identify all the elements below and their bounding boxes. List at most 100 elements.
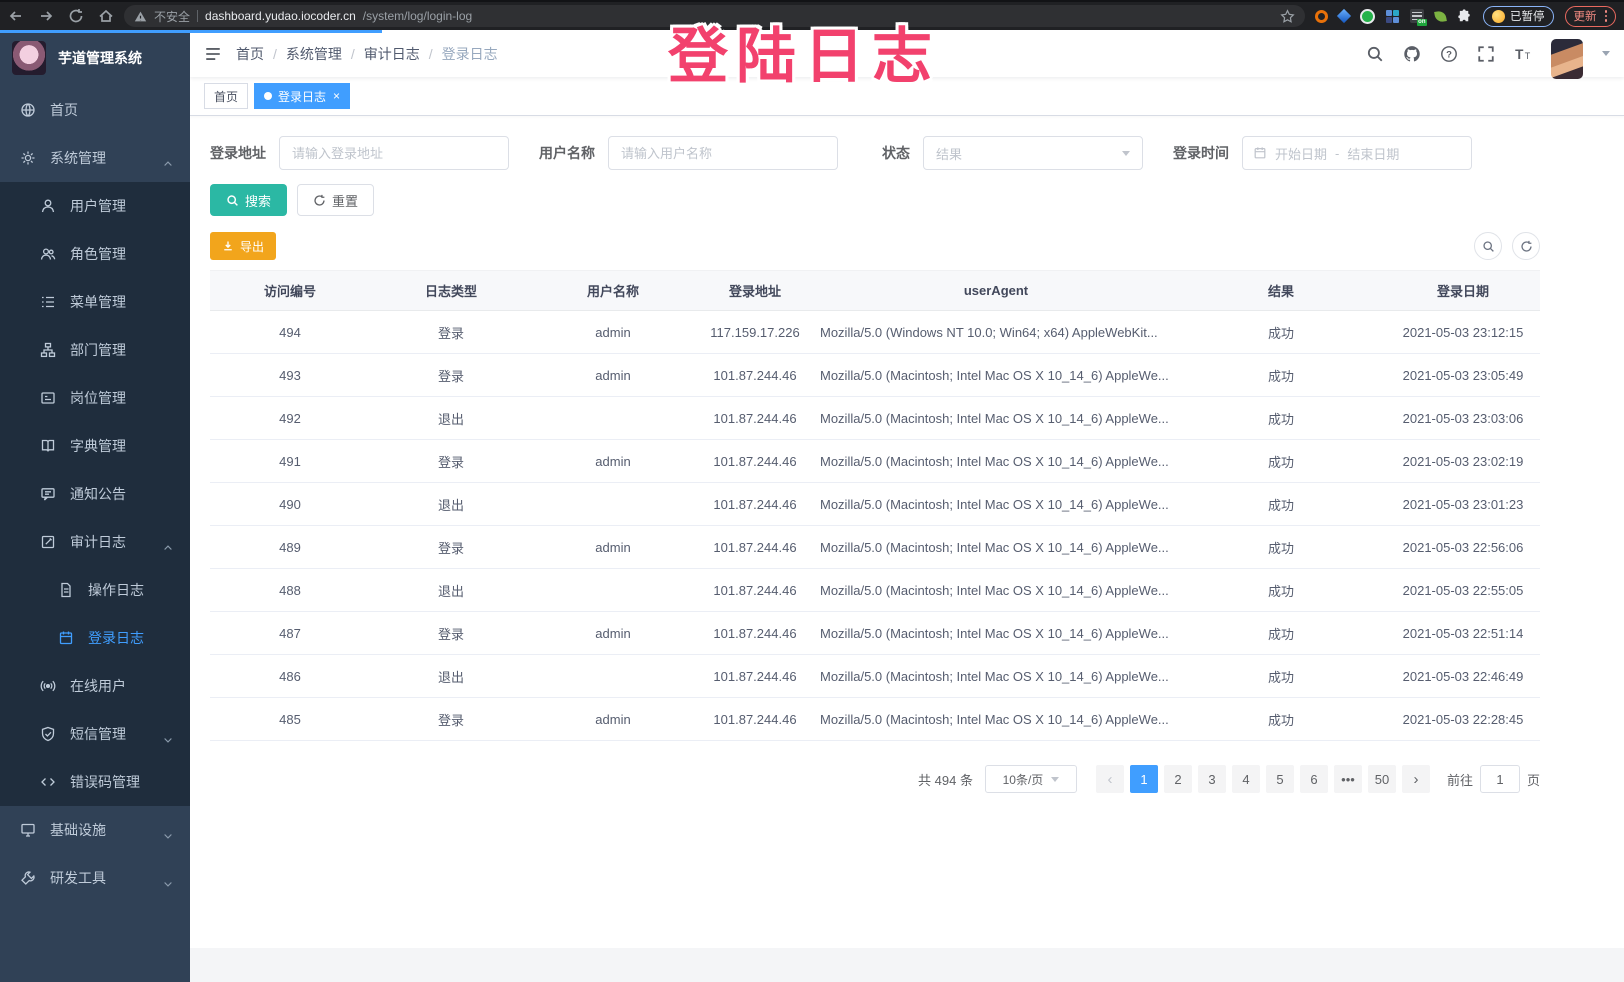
cell-type: 登录 <box>370 439 532 483</box>
page-button-3[interactable]: 3 <box>1197 765 1226 793</box>
sidebar-item-1[interactable]: 系统管理 <box>0 134 190 182</box>
extension-diamond-icon[interactable] <box>1336 8 1352 24</box>
sidebar-item-label: 岗位管理 <box>70 390 126 406</box>
github-icon[interactable] <box>1403 45 1421 63</box>
sidebar-item-11[interactable]: 登录日志 <box>0 614 190 662</box>
table-row[interactable]: 485 登录 admin 101.87.244.46 Mozilla/5.0 (Maci… <box>210 697 1540 741</box>
extension-leaf-icon[interactable] <box>1434 9 1447 23</box>
table-row[interactable]: 490 退出 101.87.244.46 Mozilla/5.0 (Macintosh… <box>210 482 1540 526</box>
cell-date: 2021-05-03 23:03:06 <box>1386 396 1540 440</box>
page-button-1[interactable]: 1 <box>1129 765 1158 793</box>
search-icon[interactable] <box>1366 45 1384 63</box>
username-input[interactable] <box>608 136 838 170</box>
back-icon[interactable] <box>8 8 24 24</box>
search-button[interactable]: 搜索 <box>210 184 288 216</box>
table-row[interactable]: 494 登录 admin 117.159.17.226 Mozilla/5.0 (Win… <box>210 310 1540 354</box>
sidebar-item-10[interactable]: 操作日志 <box>0 566 190 614</box>
table-row[interactable]: 491 登录 admin 101.87.244.46 Mozilla/5.0 (Maci… <box>210 439 1540 483</box>
sidebar-item-8[interactable]: 通知公告 <box>0 470 190 518</box>
page-button-•••[interactable]: ••• <box>1333 765 1362 793</box>
address-bar[interactable]: 不安全 dashboard.yudao.iocoder.cn/system/lo… <box>124 5 1305 27</box>
breadcrumb-item-2[interactable]: 审计日志 <box>363 45 420 62</box>
table-row[interactable]: 486 退出 101.87.244.46 Mozilla/5.0 (Macintosh… <box>210 654 1540 698</box>
sidebar-item-4[interactable]: 菜单管理 <box>0 278 190 326</box>
forward-icon[interactable] <box>38 8 54 24</box>
extension-grid-icon[interactable] <box>1386 9 1399 23</box>
sidebar-item-label: 系统管理 <box>50 150 106 166</box>
page-button-5[interactable]: 5 <box>1265 765 1294 793</box>
cell-agent: Mozilla/5.0 (Macintosh; Intel Mac OS X 1… <box>816 697 1176 741</box>
bookmark-star-icon[interactable] <box>1280 8 1295 24</box>
next-page-button[interactable]: › <box>1401 765 1430 793</box>
table-row[interactable]: 488 退出 101.87.244.46 Mozilla/5.0 (Macintosh… <box>210 568 1540 612</box>
extensions-puzzle-icon[interactable] <box>1457 8 1472 24</box>
page-button-6[interactable]: 6 <box>1299 765 1328 793</box>
page-size-select[interactable]: 10条/页 <box>984 765 1077 793</box>
toggle-search-button[interactable] <box>1474 232 1502 260</box>
sidebar-logo[interactable]: 芋道管理系统 <box>0 30 190 86</box>
sidebar-item-0[interactable]: 首页 <box>0 86 190 134</box>
cell-user <box>532 654 694 698</box>
cell-date: 2021-05-03 23:05:49 <box>1386 353 1540 397</box>
profile-paused-badge[interactable]: 已暂停 <box>1483 5 1554 27</box>
sidebar-item-16[interactable]: 研发工具 <box>0 854 190 902</box>
column-header-4: userAgent <box>816 270 1176 311</box>
extension-orange-icon[interactable] <box>1315 9 1328 23</box>
table-row[interactable]: 487 登录 admin 101.87.244.46 Mozilla/5.0 (Maci… <box>210 611 1540 655</box>
sidebar-item-3[interactable]: 角色管理 <box>0 230 190 278</box>
help-icon[interactable]: ? <box>1440 45 1458 63</box>
cell-ip: 101.87.244.46 <box>694 654 816 698</box>
sidebar-item-9[interactable]: 审计日志 <box>0 518 190 566</box>
sidebar-item-6[interactable]: 岗位管理 <box>0 374 190 422</box>
sidebar-item-2[interactable]: 用户管理 <box>0 182 190 230</box>
sidebar-item-15[interactable]: 基础设施 <box>0 806 190 854</box>
status-select[interactable]: 结果 <box>923 136 1143 170</box>
prev-page-button[interactable]: ‹ <box>1095 765 1124 793</box>
home-icon[interactable] <box>98 8 114 24</box>
table-toolbar: 导出 <box>210 232 1540 260</box>
table-row[interactable]: 489 登录 admin 101.87.244.46 Mozilla/5.0 (Maci… <box>210 525 1540 569</box>
close-icon[interactable]: × <box>333 89 341 103</box>
user-avatar[interactable] <box>1551 38 1583 79</box>
breadcrumb-item-1[interactable]: 系统管理 <box>285 45 342 62</box>
table-row[interactable]: 492 退出 101.87.244.46 Mozilla/5.0 (Macintosh… <box>210 396 1540 440</box>
cell-agent: Mozilla/5.0 (Macintosh; Intel Mac OS X 1… <box>816 654 1176 698</box>
cell-type: 登录 <box>370 611 532 655</box>
table-row[interactable]: 493 登录 admin 101.87.244.46 Mozilla/5.0 (Maci… <box>210 353 1540 397</box>
goto-page-input[interactable] <box>1479 765 1520 793</box>
table-body: 494 登录 admin 117.159.17.226 Mozilla/5.0 (Win… <box>210 310 1540 741</box>
sidebar-item-14[interactable]: 错误码管理 <box>0 758 190 806</box>
sidebar-item-7[interactable]: 字典管理 <box>0 422 190 470</box>
cell-ip: 101.87.244.46 <box>694 697 816 741</box>
hamburger-icon[interactable] <box>190 45 236 63</box>
browser-menu-icon[interactable] <box>1604 10 1607 22</box>
sidebar-item-13[interactable]: 短信管理 <box>0 710 190 758</box>
cell-user: admin <box>532 353 694 397</box>
page-button-2[interactable]: 2 <box>1163 765 1192 793</box>
page-button-50[interactable]: 50 <box>1367 765 1396 793</box>
fullscreen-icon[interactable] <box>1477 45 1495 63</box>
breadcrumb-item-0[interactable]: 首页 <box>236 45 264 62</box>
cell-user <box>532 482 694 526</box>
reset-button[interactable]: 重置 <box>297 184 375 216</box>
refresh-table-button[interactable] <box>1512 232 1540 260</box>
cell-ip: 101.87.244.46 <box>694 568 816 612</box>
export-button[interactable]: 导出 <box>210 232 277 260</box>
extension-list-icon[interactable]: on <box>1410 9 1427 26</box>
browser-update-button[interactable]: 更新 <box>1564 5 1616 27</box>
sidebar-item-5[interactable]: 部门管理 <box>0 326 190 374</box>
extension-green-icon[interactable] <box>1360 8 1375 24</box>
avatar-caret-icon[interactable] <box>1602 51 1610 56</box>
page-button-4[interactable]: 4 <box>1231 765 1260 793</box>
address-input[interactable] <box>279 136 509 170</box>
reload-icon[interactable] <box>68 8 84 24</box>
cell-date: 2021-05-03 22:56:06 <box>1386 525 1540 569</box>
date-range-picker[interactable]: 开始日期 - 结束日期 <box>1242 136 1472 170</box>
tab-1[interactable]: 登录日志 × <box>254 83 351 109</box>
sidebar-item-12[interactable]: 在线用户 <box>0 662 190 710</box>
users-icon <box>40 246 70 262</box>
sidebar: 芋道管理系统 首页系统管理用户管理 角色管理 菜单管理 部门管理岗位管理字典管理 通知公… <box>0 30 190 982</box>
tab-0[interactable]: 首页 <box>204 83 249 109</box>
